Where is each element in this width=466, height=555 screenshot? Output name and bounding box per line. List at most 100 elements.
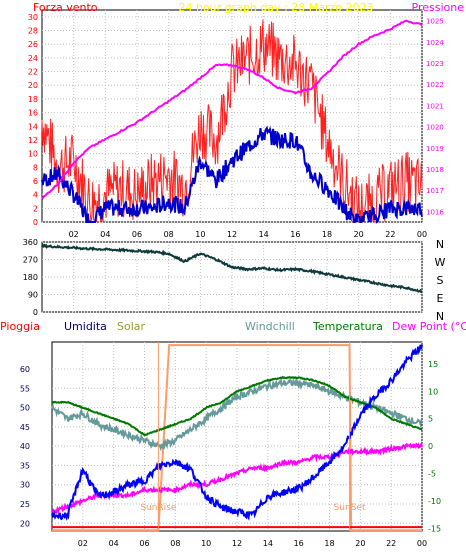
wind-y-tick-label: 14 xyxy=(28,122,38,131)
temperature-x-tick-label: 02 xyxy=(78,539,88,548)
temperature-y-tick-label: -15 xyxy=(428,524,441,533)
pressure-y-tick-label: 1018 xyxy=(426,166,444,174)
pressure-y-tick-label: 1016 xyxy=(426,208,444,216)
humidity-series-line xyxy=(51,344,423,522)
temperature-x-tick-label: 12 xyxy=(232,539,242,548)
temperature-x-tick-label: 10 xyxy=(201,539,211,548)
wind-x-tick-label: 00 xyxy=(417,230,427,239)
direction-y-axis: 360 270 180 90 0 xyxy=(23,238,38,317)
temperature-legend: Pioggia Umidita Solar Windchill Temperatura D… xyxy=(0,320,466,333)
humidity-y-tick-label: 25 xyxy=(20,500,30,509)
humidity-y-tick-label: 40 xyxy=(20,442,30,451)
gust-series-line xyxy=(41,19,423,223)
temperature-x-tick-label: 22 xyxy=(386,539,396,548)
graph-title: 24 hour graph day : 28 Marzo 2023 xyxy=(178,1,373,14)
sunset-label: SunSet xyxy=(334,503,366,513)
wind-x-axis: 02 04 06 08 10 12 14 16 18 20 22 00 xyxy=(69,230,428,239)
humidity-y-tick-label: 20 xyxy=(20,519,30,528)
legend-label-1: Umidita xyxy=(64,320,107,333)
temperature-y-tick-label: 15 xyxy=(428,360,438,369)
temperature-x-tick-label: 16 xyxy=(294,539,304,548)
temperature-x-tick-label: 08 xyxy=(170,539,180,548)
direction-y-tick-label: 360 xyxy=(23,238,38,247)
sunrise-label: SunRise xyxy=(140,503,177,513)
compass-tick-label: S xyxy=(437,274,444,287)
humidity-y-tick-label: 60 xyxy=(20,365,30,374)
compass-tick-label: N xyxy=(436,238,444,251)
humidity-y-tick-label: 45 xyxy=(20,423,30,432)
dewpoint-series-line xyxy=(51,442,423,515)
temperature-panel-frame xyxy=(51,341,423,532)
wind-x-tick-label: 10 xyxy=(195,230,205,239)
temperature-y-axis: -15 -10 -5 0 5 10 15 xyxy=(428,360,441,533)
legend-label-5: Dew Point (°C) xyxy=(392,320,466,333)
legend-label-2: Solar xyxy=(117,320,146,333)
wind-y-tick-label: 12 xyxy=(28,136,38,145)
pressure-y-tick-label: 1021 xyxy=(426,102,444,110)
wind-y-tick-label: 30 xyxy=(28,13,38,22)
pressure-series-line xyxy=(41,19,423,200)
wind-y-tick-label: 4 xyxy=(33,191,38,200)
direction-y-tick-label: 0 xyxy=(33,308,38,317)
temperature-x-axis: 02 04 06 08 10 12 14 16 18 20 22 00 xyxy=(78,539,427,548)
temperature-x-tick-label: 20 xyxy=(355,539,365,548)
pressure-y-tick-label: 1023 xyxy=(426,60,444,68)
pressure-axis-title: Pressione xyxy=(412,1,465,14)
legend-label-3: Windchill xyxy=(245,320,295,333)
temperature-x-tick-label: 06 xyxy=(139,539,149,548)
temperature-y-tick-label: 5 xyxy=(428,415,433,424)
wind-y-tick-label: 22 xyxy=(28,68,38,77)
temperature-y-tick-label: -5 xyxy=(428,469,436,478)
wind-y-tick-label: 10 xyxy=(28,150,38,159)
wind-x-tick-label: 12 xyxy=(227,230,237,239)
wind-y-tick-label: 28 xyxy=(28,27,38,36)
direction-series-line xyxy=(41,242,423,294)
humidity-y-axis: 20 25 30 35 40 45 50 55 60 xyxy=(20,365,30,528)
compass-tick-label: N xyxy=(436,310,444,323)
pressure-y-tick-label: 1019 xyxy=(426,145,444,153)
pressure-y-tick-label: 1025 xyxy=(426,18,444,26)
wind-x-tick-label: 04 xyxy=(100,230,110,239)
humidity-y-tick-label: 55 xyxy=(20,384,30,393)
temperature-x-tick-label: 14 xyxy=(263,539,273,548)
direction-y-tick-label: 180 xyxy=(23,273,38,282)
wind-y-tick-label: 26 xyxy=(28,40,38,49)
pressure-y-axis: 1016 1017 1018 1019 1020 1021 1022 1023 1024 1025 xyxy=(426,18,444,217)
wind-x-tick-label: 08 xyxy=(164,230,174,239)
temperature-series-line xyxy=(52,375,423,437)
temperature-x-tick-label: 18 xyxy=(324,539,334,548)
wind-y-tick-label: 18 xyxy=(28,95,38,104)
wind-y-tick-label: 24 xyxy=(28,54,38,63)
pressure-y-tick-label: 1017 xyxy=(426,187,444,195)
temperature-x-tick-label: 04 xyxy=(109,539,119,548)
legend-label-0: Pioggia xyxy=(0,320,40,333)
humidity-y-tick-label: 30 xyxy=(20,481,30,490)
direction-y-tick-label: 270 xyxy=(23,256,38,265)
solar-series-line xyxy=(52,344,422,532)
temperature-y-tick-label: 10 xyxy=(428,387,438,396)
wind-y-tick-label: 0 xyxy=(33,218,38,227)
wind-x-tick-label: 18 xyxy=(322,230,332,239)
temperature-y-tick-label: 0 xyxy=(428,442,433,451)
wind-x-tick-label: 06 xyxy=(132,230,142,239)
wind-y-tick-label: 8 xyxy=(33,163,38,172)
wind-y-tick-label: 20 xyxy=(28,81,38,90)
pressure-y-tick-label: 1022 xyxy=(426,81,444,89)
wind-x-tick-label: 20 xyxy=(354,230,364,239)
wind-y-tick-label: 16 xyxy=(28,109,38,118)
legend-label-4: Temperatura xyxy=(312,320,383,333)
wind-y-tick-label: 6 xyxy=(33,177,38,186)
wind-x-tick-label: 14 xyxy=(259,230,269,239)
wind-x-tick-label: 16 xyxy=(290,230,300,239)
wind-x-tick-label: 22 xyxy=(385,230,395,239)
direction-y-tick-label: 90 xyxy=(28,291,38,300)
humidity-y-tick-label: 35 xyxy=(20,461,30,470)
temperature-y-tick-label: -10 xyxy=(428,497,441,506)
wind-x-tick-label: 02 xyxy=(69,230,79,239)
pressure-y-tick-label: 1024 xyxy=(426,39,444,47)
compass-tick-label: E xyxy=(437,292,444,305)
